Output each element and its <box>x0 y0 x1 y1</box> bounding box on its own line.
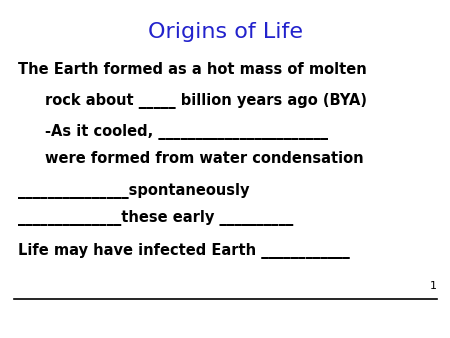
Text: Origins of Life: Origins of Life <box>148 22 302 42</box>
Text: Life may have infected Earth ____________: Life may have infected Earth ___________… <box>18 243 350 259</box>
Text: -As it cooled, _______________________: -As it cooled, _______________________ <box>45 124 328 140</box>
Text: rock about _____ billion years ago (BYA): rock about _____ billion years ago (BYA) <box>45 93 367 110</box>
Text: 1: 1 <box>429 281 436 291</box>
Text: _______________spontaneously: _______________spontaneously <box>18 183 249 199</box>
Text: were formed from water condensation: were formed from water condensation <box>45 151 364 166</box>
Text: ______________these early __________: ______________these early __________ <box>18 210 293 226</box>
Text: The Earth formed as a hot mass of molten: The Earth formed as a hot mass of molten <box>18 62 367 77</box>
